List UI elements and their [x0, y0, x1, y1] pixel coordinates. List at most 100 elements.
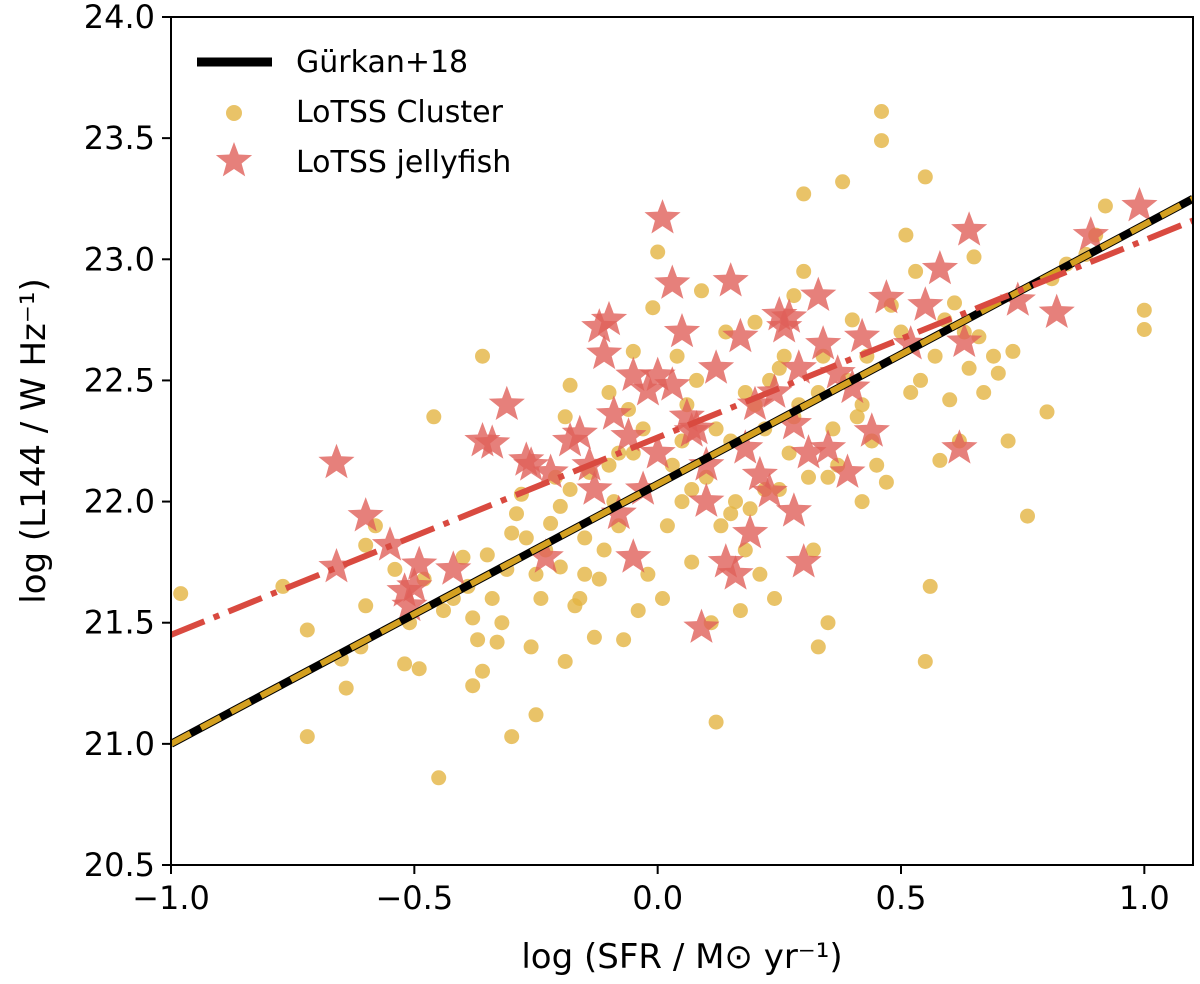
cluster-point-51 — [586, 629, 602, 645]
cluster-point-15 — [426, 409, 442, 425]
jellyfish-point-29 — [644, 199, 681, 234]
cluster-point-11 — [397, 656, 413, 672]
cluster-point-1 — [275, 578, 291, 594]
cluster-point-139 — [1039, 404, 1055, 420]
jellyfish-point-50 — [775, 405, 812, 440]
cluster-point-43 — [552, 498, 568, 514]
jellyfish-point-7 — [401, 545, 438, 580]
jellyfish-point-77 — [732, 514, 769, 549]
cluster-point-90 — [776, 348, 792, 364]
jellyfish-point-64 — [907, 286, 944, 321]
cluster-point-64 — [650, 244, 666, 260]
cluster-point-84 — [747, 314, 763, 330]
jellyfish-point-39 — [712, 262, 749, 297]
jellyfish-point-4 — [386, 572, 423, 607]
cluster-point-65 — [655, 591, 670, 606]
jellyfish-point-0 — [318, 443, 355, 479]
cluster-point-117 — [903, 385, 919, 400]
cluster-point-77 — [713, 518, 729, 534]
jellyfish-point-44 — [741, 455, 778, 491]
x-axis-label: log (SFR / M⊙ yr⁻¹) — [521, 937, 842, 977]
jellyfish-point-51 — [780, 349, 817, 384]
jellyfish-fit-line — [171, 217, 1193, 638]
cluster-point-113 — [878, 474, 894, 490]
jellyfish-point-5 — [391, 586, 428, 622]
fit-lines-layer — [171, 195, 1193, 748]
jellyfish-point-68 — [951, 211, 988, 246]
jellyfish-point-6 — [396, 567, 433, 602]
y-tick-label-3: 22.0 — [84, 483, 155, 521]
cluster-point-71 — [684, 554, 700, 570]
cluster-point-151 — [771, 360, 787, 376]
jellyfish-point-36 — [688, 446, 725, 481]
cluster-point-27 — [484, 591, 500, 606]
jellyfish-point-57 — [819, 354, 856, 389]
jellyfish-point-63 — [892, 325, 929, 360]
cluster-point-49 — [577, 530, 593, 546]
jellyfish-point-10 — [488, 385, 525, 420]
cluster-point-33 — [509, 506, 524, 522]
jellyfish-point-24 — [615, 356, 652, 391]
jellyfish-point-72 — [1121, 187, 1158, 222]
cluster-point-2 — [299, 622, 315, 638]
jellyfish-point-38 — [707, 543, 744, 578]
legend: Gürkan+18 LoTSS Cluster LoTSS jellyfish — [197, 45, 511, 180]
cluster-point-110 — [869, 457, 885, 473]
cluster-point-98 — [810, 639, 826, 655]
jellyfish-point-55 — [805, 325, 842, 360]
cluster-point-157 — [708, 421, 724, 437]
cluster-point-53 — [596, 542, 612, 558]
cluster-point-52 — [591, 571, 607, 587]
cluster-point-13 — [411, 661, 427, 677]
jellyfish-point-2 — [347, 497, 384, 532]
cluster-point-156 — [562, 482, 578, 497]
jellyfish-point-45 — [751, 472, 788, 508]
cluster-point-107 — [854, 494, 870, 510]
jellyfish-point-53 — [790, 434, 827, 469]
cluster-point-57 — [616, 632, 632, 648]
cluster-point-149 — [723, 506, 739, 522]
y-tick-label-7: 24.0 — [84, 0, 155, 36]
cluster-point-120 — [917, 654, 933, 669]
cluster-point-103 — [835, 174, 851, 190]
cluster-point-119 — [913, 372, 928, 388]
cluster-point-42 — [552, 559, 568, 575]
cluster-point-35 — [518, 530, 534, 546]
jellyfish-point-35 — [683, 608, 720, 643]
cluster-point-134 — [986, 348, 1001, 364]
cluster-point-83 — [742, 501, 758, 517]
cluster-point-127 — [947, 295, 962, 311]
jellyfish-point-22 — [600, 494, 637, 530]
jellyfish-point-60 — [844, 317, 881, 353]
jellyfish-point-19 — [586, 334, 623, 370]
jellyfish-point-59 — [834, 368, 871, 404]
y-tick-label-0: 20.5 — [84, 846, 155, 884]
x-tick-label-2: 0.0 — [632, 879, 683, 917]
jellyfish-point-13 — [532, 453, 569, 488]
cluster-point-81 — [732, 603, 748, 619]
cluster-point-7 — [358, 598, 374, 614]
jellyfish-point-71 — [1072, 216, 1109, 251]
cluster-point-97 — [805, 542, 821, 558]
jellyfish-point-12 — [527, 538, 564, 573]
jellyfish-point-61 — [853, 412, 890, 447]
jellyfish-point-43 — [736, 385, 774, 420]
legend-jellyfish-swatch — [215, 142, 253, 177]
legend-cluster-label: LoTSS Cluster — [296, 95, 504, 130]
cluster-point-31 — [504, 729, 520, 745]
x-axis-ticks: −1.0 −0.5 0.0 0.5 1.0 — [132, 865, 1170, 917]
cluster-point-69 — [674, 494, 690, 510]
cluster-point-155 — [854, 397, 870, 413]
jellyfish-point-76 — [688, 482, 725, 517]
cluster-point-152 — [625, 343, 641, 359]
jellyfish-point-67 — [946, 322, 983, 357]
jellyfish-point-18 — [581, 308, 618, 343]
cluster-point-105 — [844, 312, 860, 328]
cluster-point-153 — [684, 482, 700, 497]
cluster-point-29 — [494, 615, 510, 631]
legend-cluster-swatch — [226, 105, 242, 121]
jellyfish-point-31 — [654, 366, 691, 401]
jellyfish-point-56 — [809, 429, 847, 464]
jellyfish-point-73 — [464, 422, 501, 457]
